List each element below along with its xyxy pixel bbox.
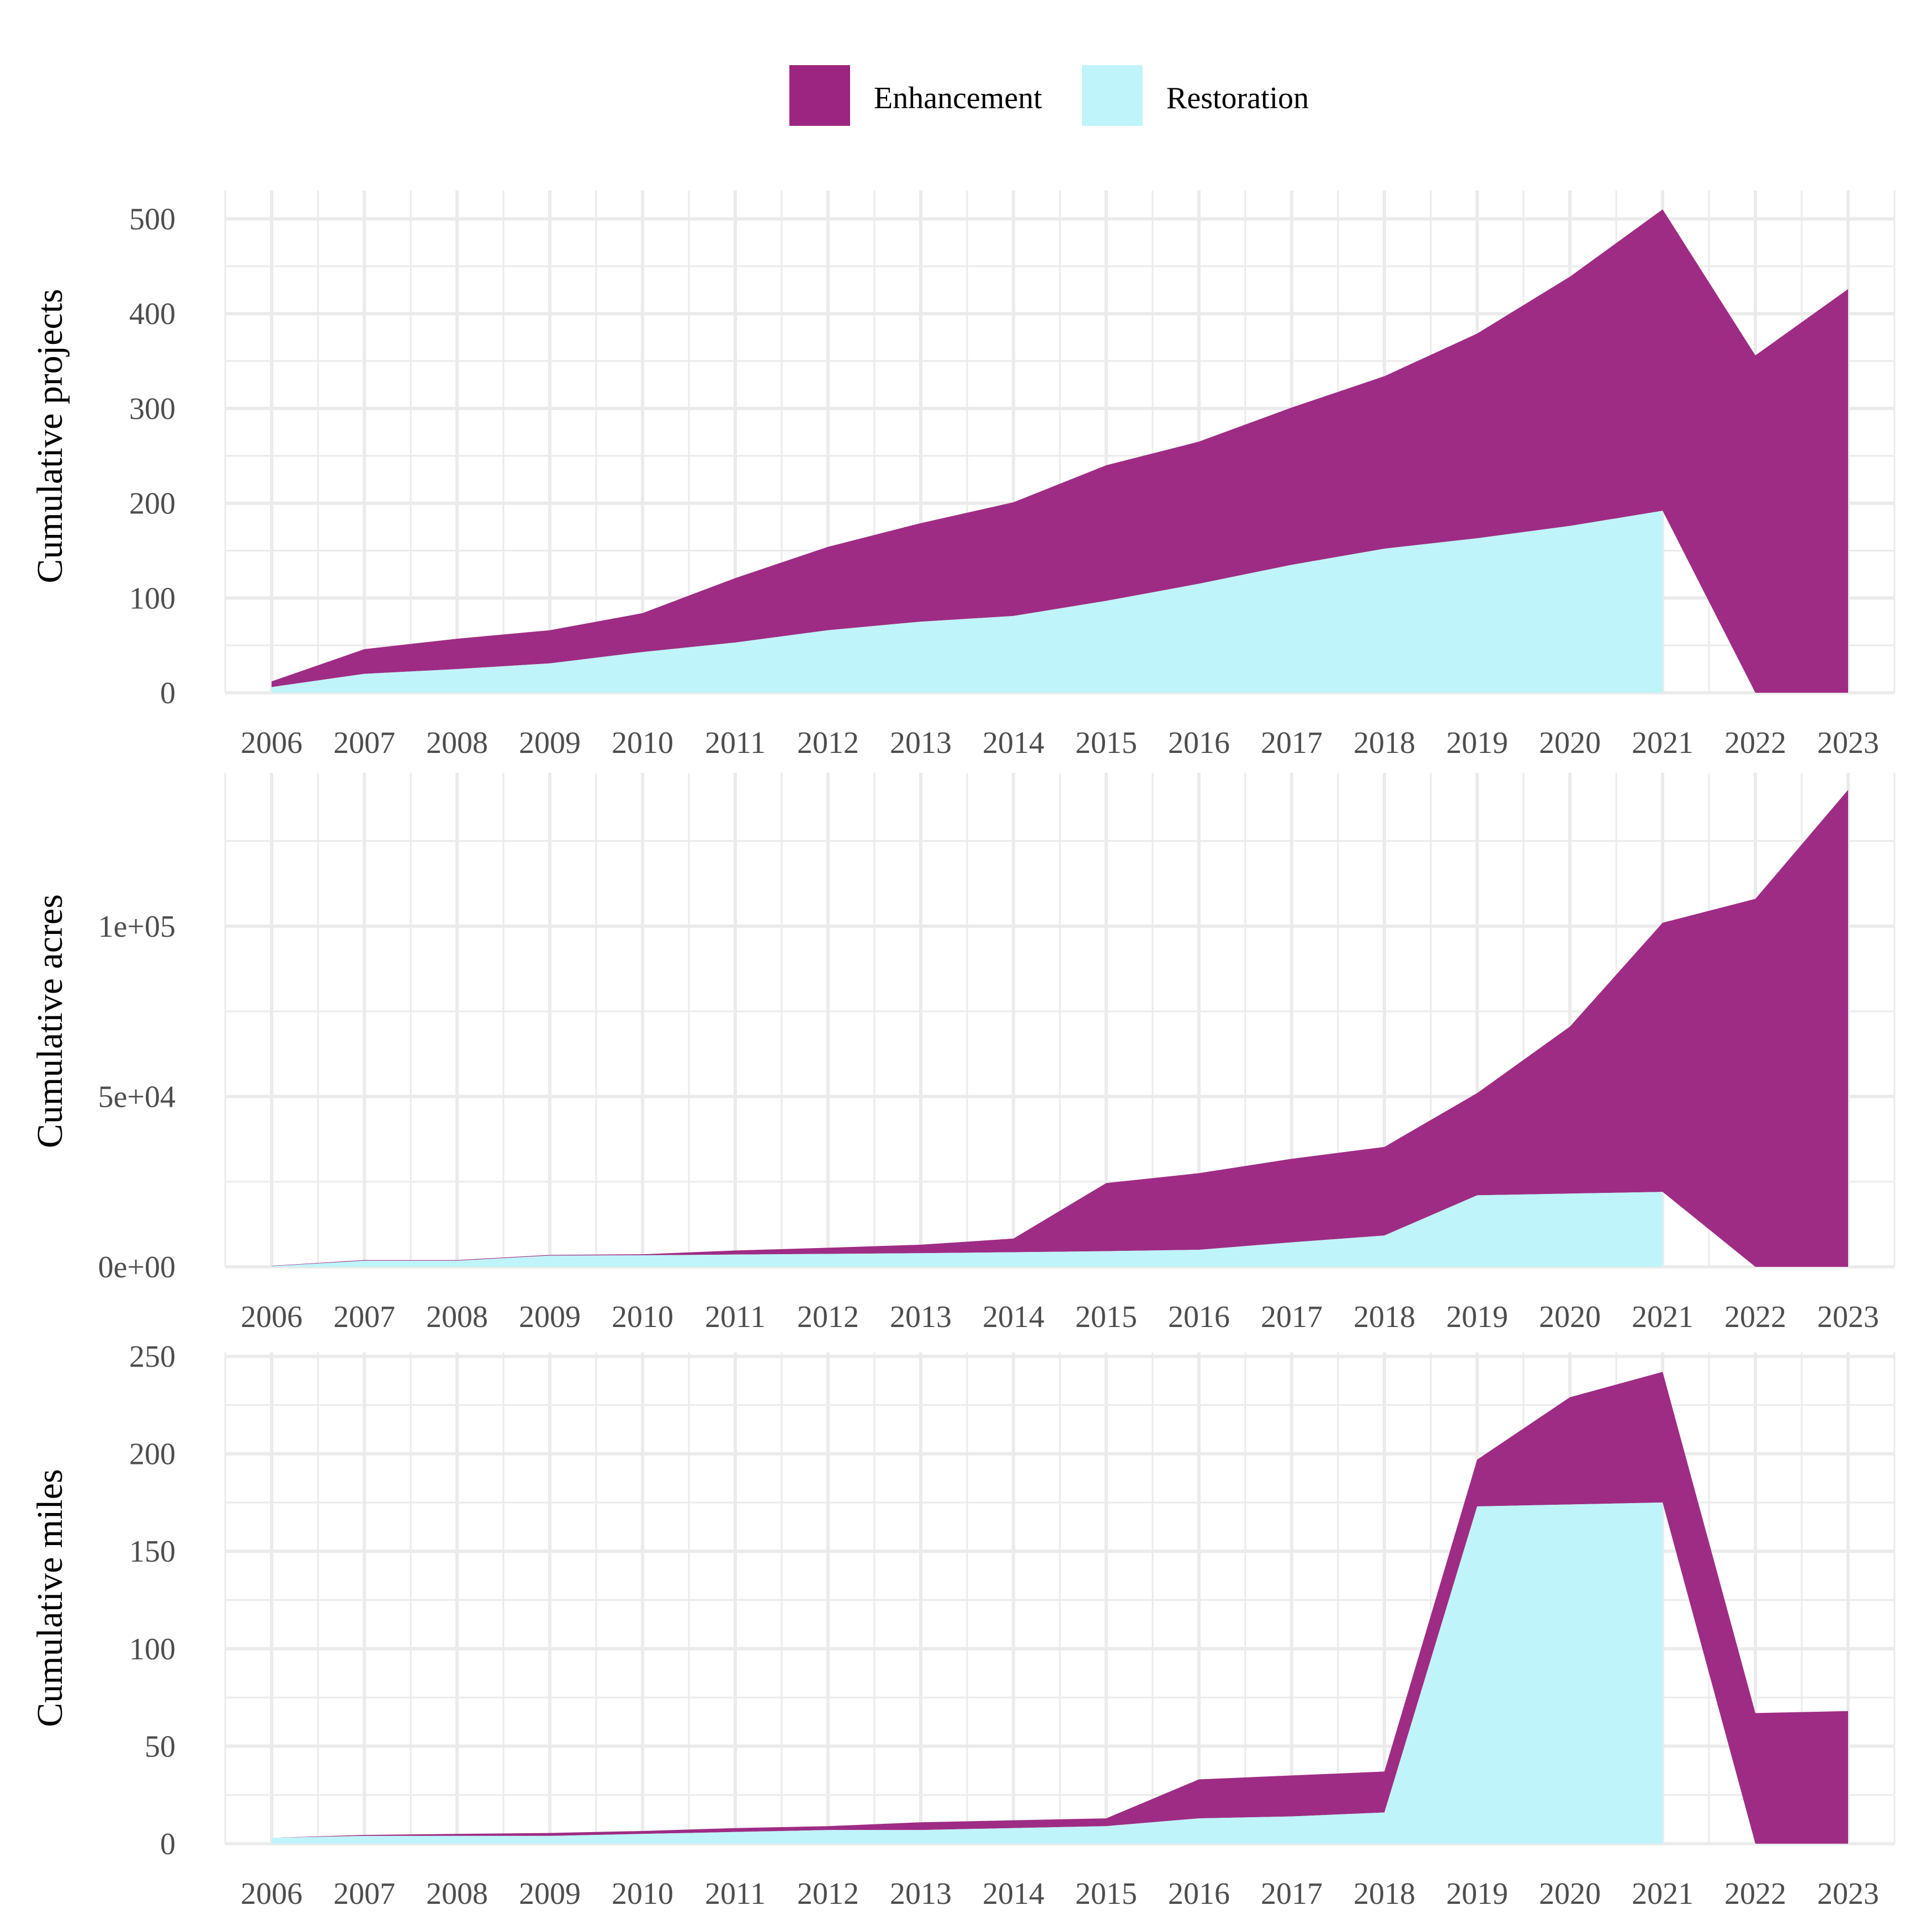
x-tick-label: 2006	[241, 726, 302, 760]
y-tick-label: 200	[129, 487, 176, 521]
y-tick-label: 0	[160, 1827, 176, 1861]
x-tick-label: 2017	[1261, 726, 1323, 760]
x-tick-label: 2023	[1817, 1300, 1879, 1334]
x-tick-label: 2019	[1446, 1300, 1508, 1334]
y-tick-label: 150	[129, 1535, 176, 1569]
y-tick-label: 250	[129, 1340, 176, 1374]
x-tick-label: 2020	[1539, 726, 1601, 760]
x-tick-label: 2014	[983, 1300, 1044, 1334]
x-tick-label: 2007	[333, 1300, 395, 1334]
x-tick-label: 2013	[890, 1300, 952, 1334]
area-enhancement	[272, 209, 1848, 693]
area-restoration	[272, 1502, 1663, 1844]
legend-swatch-restoration	[1082, 65, 1143, 126]
x-tick-label: 2015	[1075, 1300, 1137, 1334]
x-tick-label: 2016	[1168, 1300, 1230, 1334]
x-tick-label: 2020	[1539, 1300, 1601, 1334]
x-tick-label: 2010	[612, 1300, 673, 1334]
y-axis-title: Cumulative acres	[30, 894, 70, 1148]
panel-2: 0e+00 5e+04 1e+05 2006 2007 2008 2009 2010 2011 2…	[30, 773, 1896, 1334]
x-tick-label: 2014	[983, 1877, 1044, 1911]
legend-swatch-enhancement	[789, 65, 850, 126]
x-tick-label: 2022	[1724, 1300, 1786, 1334]
x-tick-label: 2010	[612, 1877, 673, 1911]
x-tick-label: 2009	[519, 726, 581, 760]
x-tick-label: 2011	[705, 1300, 766, 1334]
x-tick-label: 2018	[1354, 1300, 1415, 1334]
x-tick-label: 2013	[890, 1877, 952, 1911]
x-tick-label: 2008	[426, 1877, 488, 1911]
x-tick-label: 2021	[1632, 726, 1694, 760]
x-tick-label: 2011	[705, 726, 766, 760]
x-tick-label: 2017	[1261, 1300, 1323, 1334]
x-tick-label: 2016	[1168, 726, 1230, 760]
panel-1: 0 100 200 300 400 500 2006 2007 2008 2009 2010 2011…	[30, 190, 1896, 760]
area-restoration	[272, 511, 1663, 693]
x-tick-label: 2020	[1539, 1877, 1601, 1911]
x-tick-label: 2009	[519, 1300, 581, 1334]
x-tick-label: 2007	[333, 1877, 395, 1911]
x-tick-label: 2012	[797, 726, 859, 760]
area-restoration	[272, 1192, 1663, 1267]
x-tick-label: 2019	[1446, 1877, 1508, 1911]
legend: Enhancement Restoration	[789, 65, 1309, 126]
x-tick-label: 2016	[1168, 1877, 1230, 1911]
x-tick-label: 2019	[1446, 726, 1508, 760]
x-tick-label: 2017	[1261, 1877, 1323, 1911]
x-tick-label: 2018	[1354, 726, 1415, 760]
x-tick-label: 2011	[705, 1877, 766, 1911]
y-axis-title: Cumulative miles	[30, 1469, 70, 1727]
x-tick-label: 2010	[612, 726, 673, 760]
y-tick-label: 400	[129, 297, 176, 331]
y-tick-label: 1e+05	[98, 910, 176, 944]
y-tick-label: 100	[129, 581, 176, 615]
x-tick-label: 2014	[983, 726, 1044, 760]
y-tick-label: 100	[129, 1632, 176, 1666]
y-tick-label: 5e+04	[98, 1080, 176, 1114]
x-tick-label: 2009	[519, 1877, 581, 1911]
panel-3: 0 50 100 150 200 250 2006 2007 2008 2009 2010 2011 2…	[30, 1340, 1896, 1911]
x-tick-label: 2023	[1817, 1877, 1879, 1911]
x-tick-label: 2008	[426, 726, 488, 760]
legend-label-restoration: Restoration	[1166, 81, 1309, 115]
y-tick-label: 50	[145, 1729, 176, 1764]
x-tick-label: 2021	[1632, 1877, 1694, 1911]
x-tick-label: 2015	[1075, 726, 1137, 760]
x-tick-label: 2022	[1724, 726, 1786, 760]
x-tick-label: 2012	[797, 1300, 859, 1334]
y-axis-title: Cumulative projects	[30, 289, 70, 583]
x-tick-label: 2006	[241, 1877, 302, 1911]
x-tick-label: 2021	[1632, 1300, 1694, 1334]
x-tick-label: 2018	[1354, 1877, 1415, 1911]
y-tick-label: 0	[160, 676, 176, 710]
x-tick-label: 2013	[890, 726, 952, 760]
x-tick-label: 2022	[1724, 1877, 1786, 1911]
x-tick-label: 2012	[797, 1877, 859, 1911]
y-tick-label: 500	[129, 203, 176, 237]
y-tick-label: 200	[129, 1437, 176, 1472]
x-tick-label: 2023	[1817, 726, 1879, 760]
x-tick-label: 2007	[333, 726, 395, 760]
x-tick-label: 2015	[1075, 1877, 1137, 1911]
y-tick-label: 300	[129, 392, 176, 426]
legend-label-enhancement: Enhancement	[874, 81, 1042, 115]
y-tick-label: 0e+00	[98, 1250, 176, 1285]
x-tick-label: 2006	[241, 1300, 302, 1334]
area-enhancement	[272, 789, 1848, 1267]
x-tick-label: 2008	[426, 1300, 488, 1334]
